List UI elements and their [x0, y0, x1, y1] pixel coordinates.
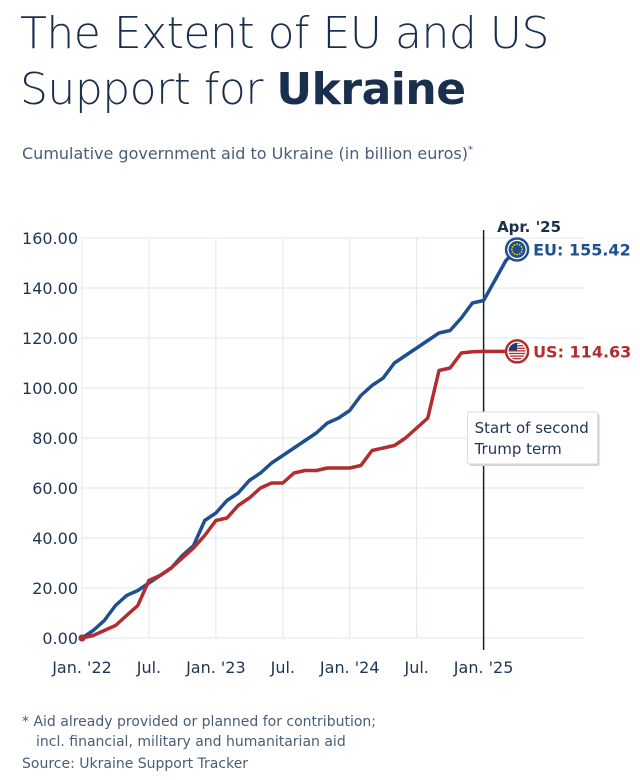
- title-line-2-bold: Ukraine: [276, 64, 466, 115]
- y-tick-label: 0.00: [42, 629, 78, 648]
- y-tick-label: 60.00: [32, 479, 78, 498]
- y-tick-label: 120.00: [22, 329, 78, 348]
- end-date-label: Apr. '25: [497, 218, 561, 236]
- title-line-2-plain: Support for: [20, 64, 277, 115]
- series-line-us: [80, 349, 519, 640]
- footnote: * Aid already provided or planned for co…: [22, 712, 376, 752]
- page-title: The Extent of EU and US Support for Ukra…: [20, 6, 630, 118]
- x-tick-label: Jul.: [270, 658, 295, 677]
- title-line-2: Support for Ukraine: [20, 62, 630, 118]
- subtitle-text: Cumulative government aid to Ukraine (in…: [22, 144, 468, 163]
- annotation-line-2: Trump term: [474, 440, 562, 458]
- x-tick-label: Jul.: [136, 658, 161, 677]
- series-end-label-eu: EU: 155.42: [533, 240, 631, 259]
- footnote-line-1: * Aid already provided or planned for co…: [22, 714, 376, 730]
- x-tick-label: Jan. '25: [453, 658, 514, 677]
- us-flag-icon: [504, 339, 530, 364]
- series-start-point-us: [78, 634, 86, 642]
- page-subtitle: Cumulative government aid to Ukraine (in…: [22, 144, 473, 163]
- x-tick-label: Jan. '24: [319, 658, 380, 677]
- line-chart: 0.00 20.00 40.00 60.00 80.00 100.00 120.00 140.…: [22, 218, 631, 677]
- series-line-eu: [80, 247, 519, 640]
- eu-flag-icon: [504, 237, 530, 262]
- x-tick-label: Jul.: [403, 658, 428, 677]
- source-note: Source: Ukraine Support Tracker: [22, 756, 249, 772]
- series-end-label-us: US: 114.63: [533, 342, 631, 361]
- title-line-1: The Extent of EU and US: [20, 8, 549, 59]
- annotation-box: [467, 411, 599, 465]
- subtitle-footnote-mark: *: [468, 144, 473, 156]
- y-tick-label: 40.00: [32, 529, 78, 548]
- y-tick-label: 160.00: [22, 229, 78, 248]
- annotation-line-1: Start of second: [475, 419, 589, 437]
- y-tick-label: 100.00: [22, 379, 78, 398]
- footnote-line-2: incl. financial, military and humanitari…: [36, 734, 346, 750]
- x-tick-label: Jan. '22: [51, 658, 112, 677]
- y-tick-label: 20.00: [32, 579, 78, 598]
- x-tick-label: Jan. '23: [185, 658, 246, 677]
- y-tick-label: 80.00: [32, 429, 78, 448]
- y-tick-label: 140.00: [22, 279, 78, 298]
